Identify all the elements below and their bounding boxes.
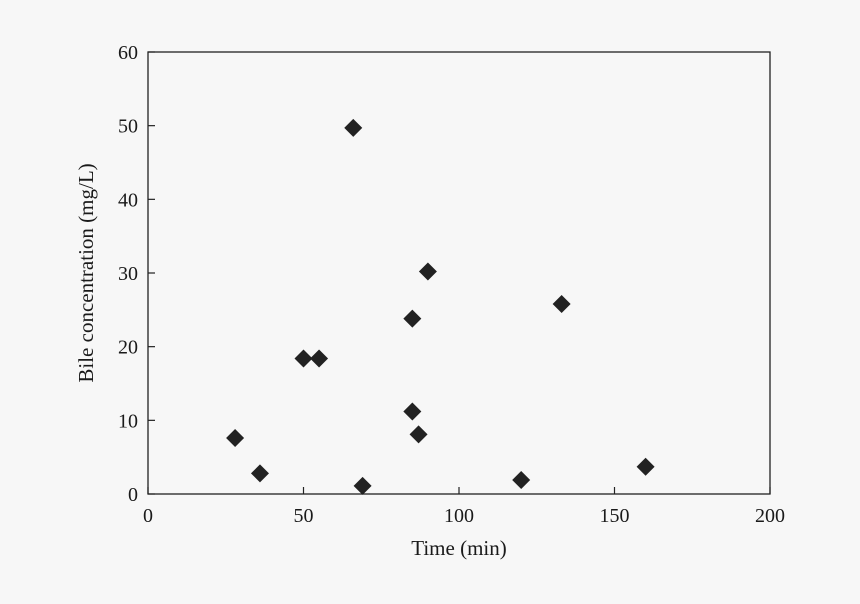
data-point bbox=[418, 262, 437, 281]
data-point bbox=[512, 471, 531, 490]
y-tick-label: 10 bbox=[118, 410, 138, 432]
x-tick-label: 200 bbox=[755, 505, 785, 527]
y-tick-label: 30 bbox=[118, 263, 138, 285]
data-point bbox=[552, 294, 571, 313]
data-point bbox=[409, 425, 428, 444]
x-axis-label: Time (min) bbox=[411, 536, 506, 560]
plot-frame bbox=[147, 51, 771, 495]
data-point bbox=[403, 402, 422, 421]
data-point bbox=[353, 476, 372, 495]
data-point bbox=[636, 457, 655, 476]
y-tick-label: 40 bbox=[118, 189, 138, 211]
data-point bbox=[403, 309, 422, 328]
x-tick-label: 50 bbox=[294, 505, 314, 527]
x-tick-label: 100 bbox=[444, 505, 474, 527]
data-point bbox=[310, 349, 329, 368]
data-point bbox=[250, 464, 269, 483]
y-axis-label: Bile concentration (mg/L) bbox=[74, 163, 98, 382]
x-tick-label: 150 bbox=[600, 505, 630, 527]
data-point bbox=[226, 429, 245, 448]
y-tick-label: 20 bbox=[118, 337, 138, 359]
y-tick-label: 60 bbox=[118, 42, 138, 64]
y-tick-label: 0 bbox=[128, 484, 138, 506]
points-layer bbox=[226, 118, 655, 495]
plot-background bbox=[148, 52, 770, 494]
data-point bbox=[344, 118, 363, 137]
y-tick-label: 50 bbox=[118, 116, 138, 138]
ticks-layer: 0 50 100 150 200 0 10 20 30 40 50 60 bbox=[118, 42, 785, 527]
data-point bbox=[294, 349, 313, 368]
x-tick-label: 0 bbox=[143, 505, 153, 527]
